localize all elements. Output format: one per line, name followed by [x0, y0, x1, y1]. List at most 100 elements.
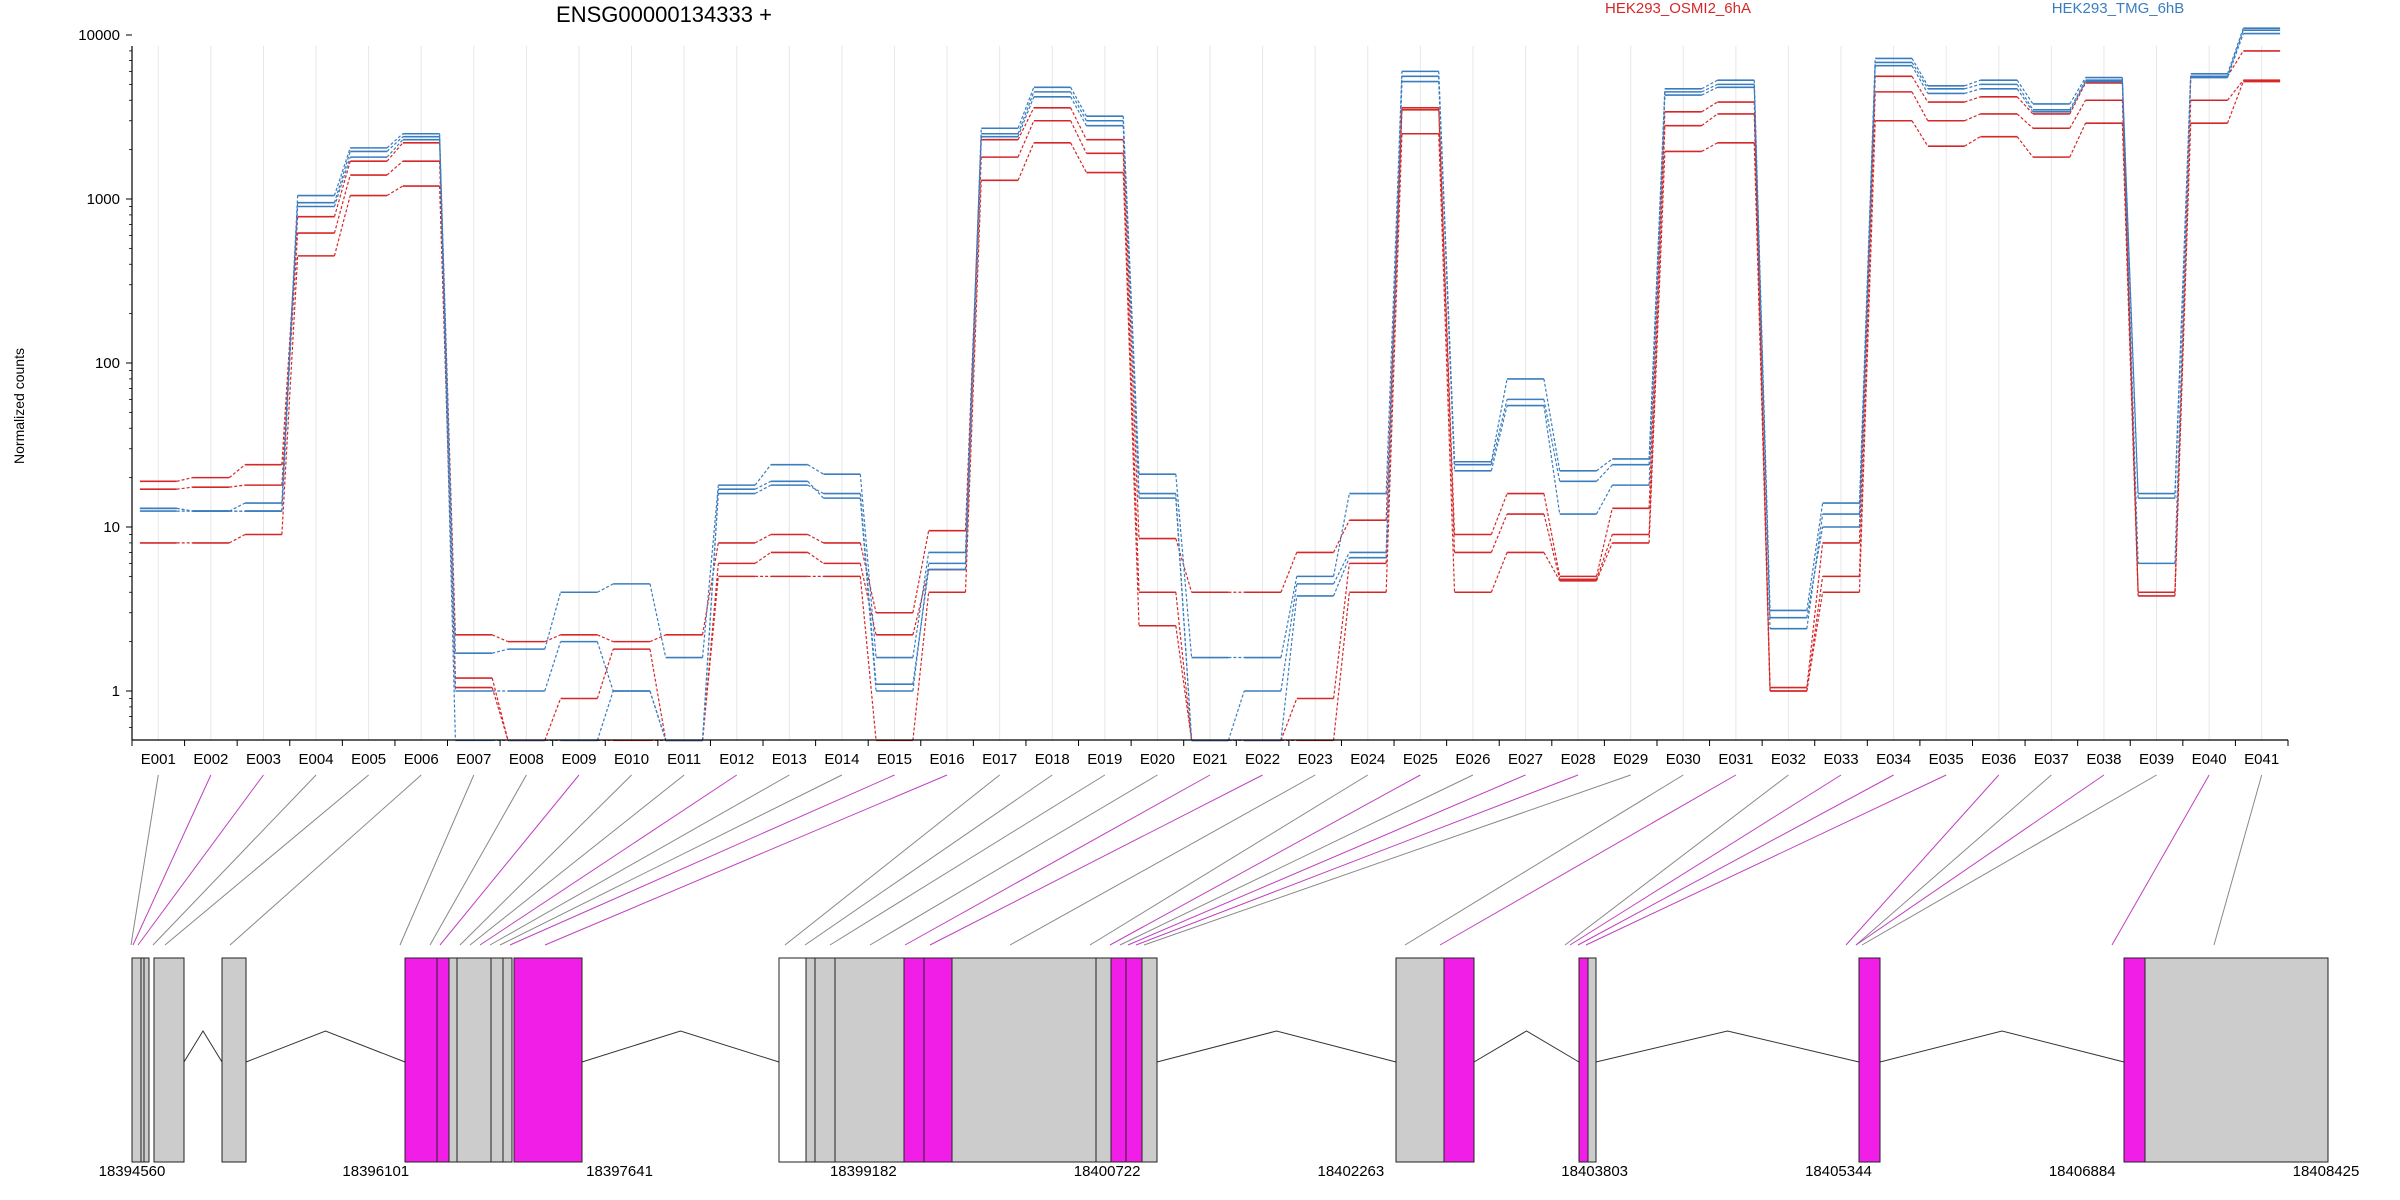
series-1-link	[386, 142, 404, 162]
exon-connector-line	[2111, 774, 2210, 946]
intron-line	[1156, 1030, 1397, 1063]
x-tick-label: E014	[824, 751, 859, 768]
series-4-link	[2121, 77, 2139, 494]
series-2-link	[2227, 79, 2244, 101]
series-5-link	[1070, 91, 1087, 122]
series-1-link	[807, 533, 824, 544]
exon-connector-line	[1845, 774, 2000, 946]
series-3-link	[2069, 122, 2087, 158]
exon-block	[1095, 957, 1112, 1163]
series-1-link	[912, 530, 930, 613]
series-6-link	[859, 493, 877, 685]
x-tick-label: E039	[2139, 751, 2174, 768]
x-tick-label: E017	[982, 751, 1017, 768]
exon-block	[2144, 957, 2329, 1163]
exon-connector-line	[1109, 774, 1421, 946]
series-3-link	[1017, 142, 1035, 181]
x-tick-label: E035	[1929, 751, 1964, 768]
series-5-link	[386, 136, 404, 152]
x-tick-label: E002	[193, 751, 228, 768]
exon-block	[490, 957, 504, 1163]
series-4-link	[1543, 378, 1561, 471]
series-3-link	[1332, 592, 1350, 741]
exon-connector-line	[804, 774, 1053, 946]
series-3-link	[1595, 542, 1613, 582]
series-4-link	[2226, 28, 2244, 74]
series-1-link	[701, 542, 719, 635]
series-1-link	[176, 477, 193, 482]
series-3-link	[1490, 552, 1508, 593]
y-axis-label: Normalized counts	[11, 348, 27, 464]
series-3-link	[1911, 120, 1929, 147]
series-6-link	[1911, 65, 1929, 94]
y-tick-label: 1000	[87, 191, 120, 208]
series-4-link	[2174, 73, 2192, 494]
series-6-link	[1333, 557, 1350, 597]
series-4-link	[1122, 116, 1140, 475]
series-2-link	[176, 486, 193, 490]
genome-coordinate-label: 18396101	[342, 1163, 409, 1180]
x-tick-label: E041	[2244, 751, 2279, 768]
series-6-link	[754, 484, 772, 495]
series-6-link	[1595, 484, 1613, 515]
series-2-link	[1122, 153, 1140, 593]
series-1-link	[859, 542, 877, 613]
series-1-link	[1964, 96, 1981, 103]
intron-line	[245, 1030, 406, 1063]
series-3-link	[1753, 142, 1771, 692]
series-2-link	[1070, 120, 1087, 154]
series-2-link	[1017, 120, 1035, 158]
exon-block	[404, 957, 438, 1163]
genome-coordinate-label: 18402263	[1318, 1163, 1385, 1180]
series-1-link	[1911, 75, 1929, 103]
axes: 1 10 100 1000 10000 E001 E002 E003 E004 E005 E006 E…	[78, 27, 2289, 768]
series-3-link	[2174, 123, 2192, 596]
exon-connector-line	[1585, 774, 1947, 946]
series-1-link	[544, 634, 561, 643]
exon-block	[951, 957, 1097, 1163]
exon-block	[778, 957, 807, 1163]
x-tick-label: E018	[1035, 751, 1070, 768]
series-1-link	[597, 634, 614, 643]
series-6-link	[649, 690, 667, 741]
x-tick-label: E001	[141, 751, 176, 768]
x-tick-label: E016	[930, 751, 965, 768]
series-4-link	[859, 474, 877, 658]
series-3-link	[859, 576, 877, 741]
exon-block	[131, 957, 142, 1163]
series-1-link	[1438, 107, 1456, 535]
exon-block	[814, 957, 836, 1163]
x-tick-label: E031	[1718, 751, 1753, 768]
series-5-link	[2226, 29, 2244, 77]
y-tick-label: 1	[112, 683, 120, 700]
series-3-link	[1438, 133, 1456, 593]
series-1-link	[2016, 96, 2034, 115]
series-6-link	[1964, 88, 1981, 95]
genome-coordinate-label: 18408425	[2293, 1163, 2360, 1180]
series-2-link	[1701, 113, 1718, 127]
series-1-link	[1385, 107, 1403, 521]
x-tick-label: E029	[1613, 751, 1648, 768]
series-2-link	[754, 551, 772, 564]
series-2-link	[1911, 91, 1929, 122]
x-tick-label: E040	[2192, 751, 2227, 768]
exon-connector-line	[1009, 774, 1316, 946]
series-1-link	[1648, 111, 1666, 509]
legend: HEK293_OSMI2_6hA HEK293_TMG_6hB	[1605, 0, 2184, 17]
x-tick-label: E009	[561, 751, 596, 768]
series-6-link	[1070, 96, 1087, 126]
genome-coordinate-label: 18405344	[1805, 1163, 1872, 1180]
genome-coordinate-label: 18403803	[1561, 1163, 1628, 1180]
series-1-link	[2069, 82, 2087, 115]
x-tick-label: E034	[1876, 751, 1911, 768]
series-4-link	[333, 147, 351, 196]
series-3-link	[1858, 120, 1876, 593]
x-tick-label: E020	[1140, 751, 1175, 768]
exon-connector-line	[904, 774, 1211, 946]
x-tick-label: E028	[1561, 751, 1596, 768]
exon-block	[1395, 957, 1445, 1163]
series-2-link	[1332, 563, 1350, 699]
series-3-link	[1070, 142, 1087, 173]
genome-coordinate-label: 18397641	[586, 1163, 653, 1180]
